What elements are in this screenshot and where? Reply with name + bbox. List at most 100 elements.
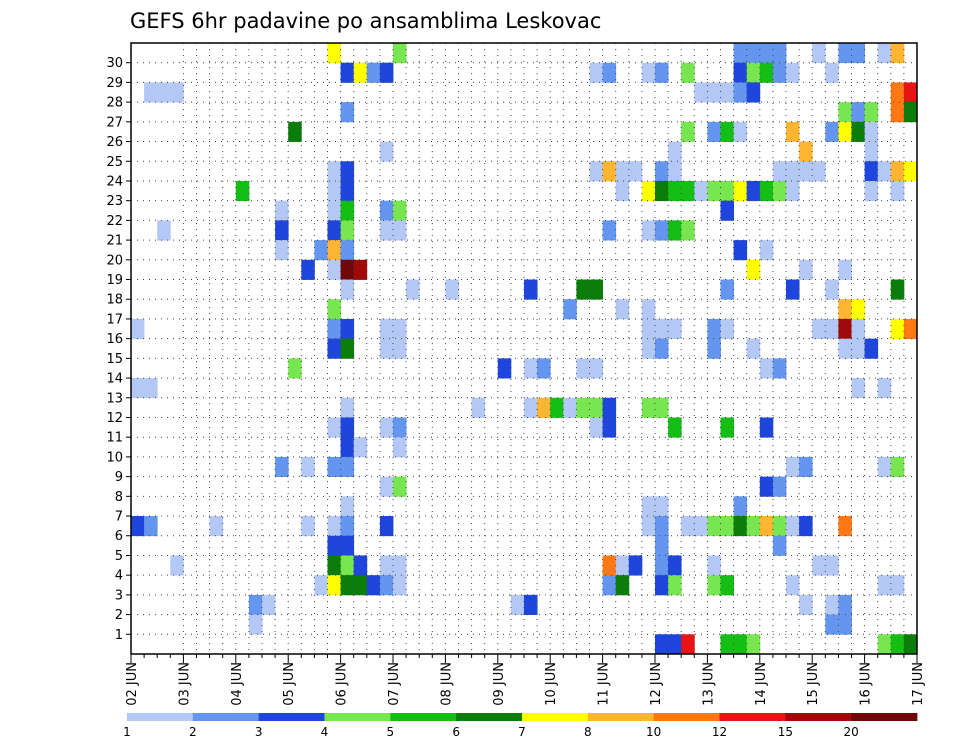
heatmap-cell bbox=[628, 161, 643, 182]
heatmap-cell bbox=[641, 397, 656, 418]
heatmap-cell bbox=[576, 397, 590, 418]
heatmap-cell bbox=[170, 555, 184, 576]
y-tick-label: 28 bbox=[106, 96, 123, 111]
y-tick-label: 23 bbox=[106, 194, 123, 209]
heatmap-cell bbox=[890, 102, 905, 123]
heatmap-cell bbox=[759, 417, 774, 438]
y-tick-label: 19 bbox=[106, 273, 123, 288]
heatmap-cell bbox=[379, 220, 394, 241]
y-tick-label: 25 bbox=[106, 155, 123, 170]
heatmap-cell bbox=[851, 121, 865, 142]
heatmap-cell bbox=[615, 161, 630, 182]
heatmap-cell bbox=[641, 338, 656, 359]
heatmap-cell bbox=[235, 180, 250, 202]
heatmap-cell bbox=[668, 141, 682, 162]
y-axis: 1234567891011121314151617181920212223242… bbox=[106, 56, 131, 643]
colorbar: 1 2 3 4 5 6 7 8 10 12 15 20 bbox=[123, 713, 918, 739]
heatmap-cell bbox=[786, 121, 800, 142]
heatmap-cell bbox=[353, 437, 368, 458]
heatmap-cell bbox=[340, 259, 355, 280]
y-tick-label: 3 bbox=[115, 588, 123, 603]
heatmap-cell bbox=[681, 220, 695, 241]
heatmap-cell bbox=[524, 279, 538, 300]
heatmap-cell bbox=[602, 555, 617, 576]
y-tick-label: 21 bbox=[106, 234, 123, 249]
x-tick-label: 13 JUN bbox=[701, 662, 716, 706]
heatmap-cell bbox=[838, 516, 852, 537]
heatmap-cell bbox=[602, 575, 617, 596]
heatmap-cell bbox=[655, 161, 669, 182]
heatmap-cell bbox=[903, 82, 918, 103]
heatmap-cell bbox=[877, 161, 892, 182]
y-tick-label: 14 bbox=[106, 372, 123, 387]
heatmap-cell bbox=[838, 43, 852, 64]
heatmap-cell bbox=[720, 575, 734, 596]
heatmap-cell bbox=[890, 456, 905, 478]
heatmap-cell bbox=[157, 82, 171, 103]
heatmap-cell bbox=[615, 299, 630, 320]
heatmap-cell bbox=[825, 318, 839, 340]
heatmap-cell bbox=[799, 259, 813, 280]
heatmap-cell bbox=[589, 161, 603, 182]
heatmap-cell bbox=[288, 121, 302, 142]
heatmap-cell bbox=[340, 318, 355, 340]
heatmap-cell bbox=[615, 575, 630, 596]
heatmap-cell bbox=[799, 516, 813, 537]
heatmap-cell bbox=[641, 299, 656, 320]
heatmap-cell bbox=[746, 634, 761, 655]
heatmap-cell bbox=[668, 220, 682, 241]
heatmap-cell bbox=[772, 62, 787, 83]
heatmap-cell bbox=[681, 62, 695, 83]
colorbar-swatch bbox=[587, 713, 655, 721]
grid-lines bbox=[131, 43, 917, 654]
colorbar-swatch bbox=[719, 713, 786, 721]
heatmap-cell bbox=[301, 456, 315, 478]
heatmap-cell bbox=[720, 82, 734, 103]
x-tick-label: 07 JUN bbox=[387, 662, 402, 706]
heatmap-cell bbox=[340, 417, 355, 438]
heatmap-cell bbox=[720, 516, 734, 537]
heatmap-cell bbox=[641, 62, 656, 83]
heatmap-cell bbox=[641, 516, 656, 537]
heatmap-cell bbox=[144, 82, 158, 103]
x-tick-label: 06 JUN bbox=[335, 662, 350, 706]
heatmap-cell bbox=[759, 516, 774, 537]
heatmap-cell bbox=[655, 535, 669, 556]
heatmap-cell bbox=[144, 516, 158, 537]
heatmap-cell bbox=[720, 200, 734, 221]
heatmap-cell bbox=[655, 180, 669, 202]
heatmap-cell bbox=[890, 161, 905, 182]
colorbar-label: 12 bbox=[712, 725, 727, 739]
heatmap-cell bbox=[131, 516, 145, 537]
heatmap-cell bbox=[379, 200, 394, 221]
heatmap-cell bbox=[327, 200, 341, 221]
x-tick-label: 17 JUN bbox=[911, 662, 926, 706]
heatmap-cell bbox=[746, 338, 761, 359]
heatmap-cell bbox=[379, 575, 394, 596]
heatmap-cells bbox=[131, 43, 918, 655]
heatmap-cell bbox=[733, 121, 748, 142]
y-tick-label: 18 bbox=[106, 293, 123, 308]
heatmap-cell bbox=[170, 82, 184, 103]
heatmap-cell bbox=[707, 575, 721, 596]
x-tick-label: 11 JUN bbox=[597, 662, 612, 706]
heatmap-cell bbox=[733, 240, 748, 261]
heatmap-cell bbox=[707, 318, 721, 340]
heatmap-cell bbox=[772, 161, 787, 182]
heatmap-cell bbox=[353, 259, 368, 280]
heatmap-cell bbox=[131, 378, 145, 399]
heatmap-cell bbox=[877, 378, 892, 399]
y-tick-label: 5 bbox=[115, 549, 123, 564]
x-tick-label: 08 JUN bbox=[439, 662, 454, 706]
heatmap-cell bbox=[838, 318, 852, 340]
heatmap-cell bbox=[576, 279, 590, 300]
colorbar-swatch bbox=[127, 713, 194, 721]
colorbar-label: 7 bbox=[518, 725, 526, 739]
heatmap-cell bbox=[379, 516, 394, 537]
heatmap-cell bbox=[340, 161, 355, 182]
y-tick-label: 13 bbox=[106, 391, 123, 406]
heatmap-cell bbox=[275, 200, 289, 221]
y-tick-label: 27 bbox=[106, 115, 123, 130]
heatmap-cell bbox=[615, 555, 630, 576]
